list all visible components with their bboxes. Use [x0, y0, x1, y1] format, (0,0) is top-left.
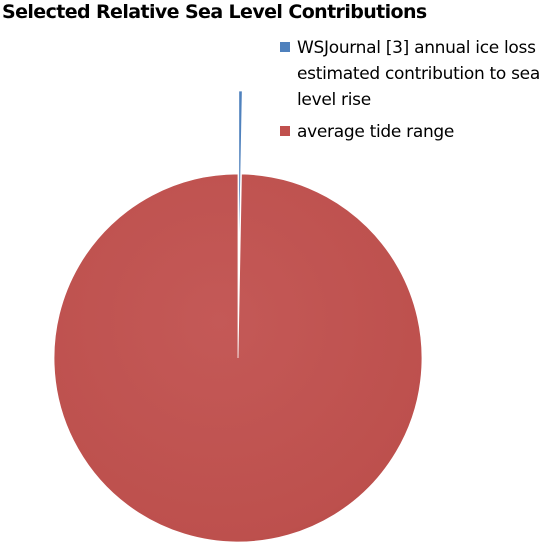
pie-slice-ice-loss [238, 90, 243, 276]
chart-title: Selected Relative Sea Level Contribution… [2, 1, 427, 23]
legend-label-ice-loss: WSJournal [3] annual ice loss estimated … [297, 38, 540, 110]
pie-slice-tide-range [53, 173, 423, 543]
legend-swatch-tide-range [280, 126, 290, 136]
legend-item-ice-loss: WSJournal [3] annual ice loss estimated … [278, 35, 556, 113]
chart-legend: WSJournal [3] annual ice loss estimated … [278, 35, 556, 145]
legend-swatch-ice-loss [280, 42, 290, 52]
legend-item-tide-range: average tide range [278, 119, 556, 145]
legend-label-tide-range: average tide range [297, 122, 455, 142]
